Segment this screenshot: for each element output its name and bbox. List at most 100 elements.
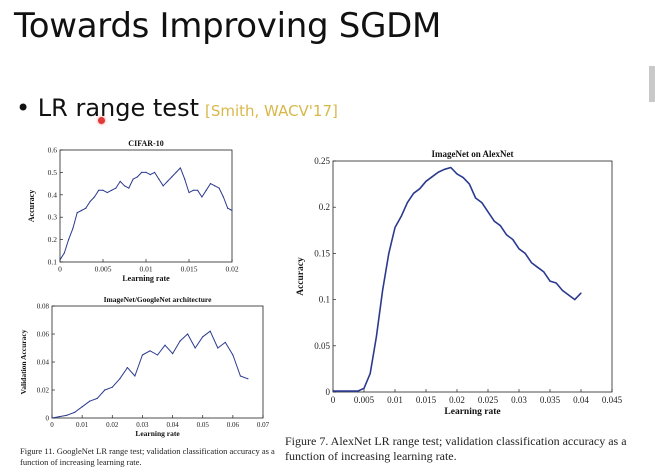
alexnet-data-point — [530, 262, 533, 264]
laser-pointer — [98, 117, 105, 124]
alexnet-data-point — [506, 234, 508, 236]
googlenet-xtick-label: 0.01 — [76, 421, 89, 429]
alexnet-xtick-label: 0.03 — [511, 395, 527, 405]
alexnet-ytick-label: 0.1 — [319, 295, 330, 305]
cifar-data-point — [145, 171, 147, 173]
cifar-data-point — [166, 180, 169, 182]
googlenet-data-point — [217, 347, 219, 349]
cifar-data-point — [209, 183, 212, 185]
slide-title: Towards Improving SGDM — [14, 6, 442, 46]
alexnet-data-point — [382, 289, 384, 291]
googlenet-xtick-label: 0.02 — [106, 421, 119, 429]
alexnet-data-point — [549, 280, 551, 282]
cifar-xtick-label: 0.02 — [225, 265, 238, 274]
alexnet-xtick-label: 0 — [331, 395, 336, 405]
cifar-ytick-label: 0.4 — [48, 190, 58, 199]
cifar-chart-title: CIFAR-10 — [128, 139, 163, 148]
alexnet-xtick-label: 0.045 — [602, 395, 623, 405]
alexnet-data-point — [487, 211, 489, 213]
cifar-data-point — [102, 189, 104, 191]
cifar-data-point — [80, 209, 83, 212]
alexnet-ytick-label: 0.05 — [314, 341, 330, 351]
alexnet-data-point — [561, 289, 564, 291]
alexnet-data-point — [437, 171, 439, 173]
cifar-data-point — [222, 196, 224, 198]
cifar-data-point — [158, 178, 160, 180]
cifar-data-point — [205, 189, 207, 191]
cifar-data-point — [63, 252, 65, 254]
googlenet-data-point — [141, 354, 144, 356]
cifar-ytick-label: 0.1 — [48, 258, 58, 267]
cifar-data-point — [119, 180, 121, 182]
cifar-data-point — [171, 176, 173, 178]
googlenet-data-point — [51, 417, 53, 419]
googlenet-chart-title: ImageNet/GoogleNet architecture — [104, 295, 212, 304]
cifar-data-point — [123, 185, 126, 187]
cifar-data-point — [132, 178, 134, 180]
cifar-data-point — [93, 196, 95, 198]
cifar-data-point — [201, 196, 203, 198]
cifar-data-point — [227, 207, 229, 209]
googlenet-data-point — [187, 333, 189, 335]
googlenet-ytick-label: 0.06 — [37, 330, 50, 338]
alexnet-data-point — [456, 173, 458, 175]
alexnet-data-point — [388, 252, 390, 254]
cifar-data-point — [231, 209, 233, 212]
googlenet-xtick-label: 0.07 — [257, 421, 270, 429]
cifar-data-point — [89, 200, 91, 203]
googlenet-data-point — [104, 389, 106, 391]
googlenet-x-axis-label: Learning rate — [135, 429, 180, 438]
cifar-data-point — [128, 187, 130, 189]
cifar-data-point — [214, 185, 216, 187]
figure7-caption: Figure 7. AlexNet LR range test; validat… — [285, 434, 627, 463]
alexnet-data-point — [400, 215, 402, 218]
alexnet-data-point — [568, 294, 570, 296]
googlenet-data-point — [66, 414, 68, 416]
alexnet-data-point — [468, 183, 470, 185]
alexnet-xtick-label: 0.02 — [449, 395, 465, 405]
citation: [Smith, WACV'17] — [204, 102, 338, 120]
cifar-data-point — [179, 167, 181, 169]
alexnet-data-point — [375, 335, 377, 338]
googlenet-xtick-label: 0.03 — [136, 421, 149, 429]
alexnet-data-point — [518, 248, 520, 250]
alexnet-y-axis-label: Accuracy — [296, 257, 306, 296]
bullet-dot: • — [16, 94, 38, 122]
cifar-ytick-label: 0.3 — [48, 213, 58, 222]
googlenet-plot-frame — [51, 305, 264, 419]
alexnet-data-point — [574, 299, 576, 301]
alexnet-data-point — [444, 168, 446, 170]
alexnet-data-point — [406, 201, 408, 204]
cifar-xtick-label: 0 — [58, 265, 62, 274]
googlenet-data-point — [232, 354, 234, 356]
googlenet-data-point — [96, 397, 98, 399]
googlenet-xtick-label: 0.06 — [227, 421, 240, 429]
cifar-plot-frame — [59, 149, 233, 263]
alexnet-data-point — [499, 225, 501, 227]
alexnet-data-point — [493, 220, 495, 222]
cifar-data-point — [111, 189, 113, 191]
cifar-data-point — [154, 171, 156, 173]
googlenet-data-point — [126, 367, 128, 369]
alexnet-data-point — [344, 390, 346, 392]
googlenet-data-point — [179, 340, 181, 342]
alexnet-series-line — [333, 166, 582, 392]
alexnet-data-point — [363, 387, 365, 389]
googlenet-data-point — [171, 353, 174, 355]
figure11-caption: Figure 11. GoogleNet LR range test; vali… — [20, 446, 275, 467]
googlenet-data-point — [194, 347, 196, 349]
googlenet-series-line — [51, 330, 249, 419]
alexnet-data-point — [450, 166, 452, 169]
googlenet-data-point — [111, 386, 113, 388]
alexnet-data-point — [475, 197, 477, 199]
alexnet-xtick-label: 0.005 — [354, 395, 375, 405]
googlenet-data-point — [81, 406, 83, 408]
cifar-data-point — [197, 189, 199, 191]
googlenet-ytick-label: 0.02 — [37, 386, 50, 394]
alexnet-xtick-label: 0.04 — [573, 395, 589, 405]
cifar-data-point — [218, 187, 220, 189]
scrollbar-edge[interactable] — [649, 66, 655, 102]
alexnet-data-point — [394, 226, 396, 229]
alexnet-ytick-label: 0.25 — [314, 156, 330, 166]
